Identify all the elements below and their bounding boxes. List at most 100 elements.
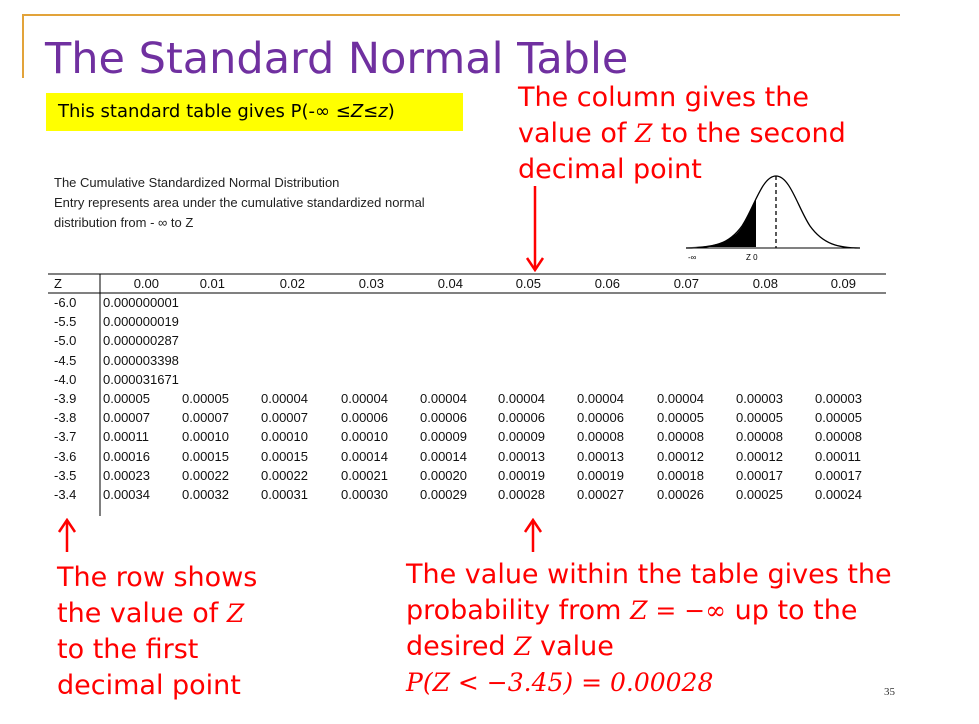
- table-cell: 0.00016: [103, 448, 150, 464]
- table-cell: 0.00004: [261, 391, 308, 406]
- table-cell: 0.00006: [498, 410, 545, 426]
- value-annotation-text-b: up to the: [726, 595, 858, 626]
- table-caption: The Cumulative Standardized Normal Distr…: [54, 172, 425, 233]
- table-cell: 0.00007: [103, 410, 150, 426]
- value-annotation-line3: desired Z value: [406, 629, 892, 665]
- value-annotation-text-c: desired: [406, 631, 515, 662]
- table-cell: 0.00034: [103, 487, 150, 502]
- bell-curve: [685, 175, 861, 249]
- table-cell: 0.00006: [341, 410, 388, 426]
- table-cell: 0.000031671: [103, 371, 179, 387]
- value-annotation-text-a: probability from: [406, 595, 631, 626]
- row-annotation-line4: decimal point: [57, 670, 241, 701]
- table-cell: 0.00015: [261, 448, 308, 464]
- value-arrow: [523, 518, 543, 552]
- highlight-prefix: This standard table gives P(-: [58, 101, 316, 122]
- table-cell: 0.00006: [420, 410, 467, 426]
- table-cell: 0.00022: [261, 467, 308, 483]
- table-cell: 0.00027: [577, 487, 624, 502]
- column-annotation-var: Z: [634, 119, 653, 148]
- table-cell: 0.00006: [577, 410, 624, 426]
- table-cell: 0.00004: [498, 391, 545, 406]
- row-annotation-line1: The row shows: [57, 562, 258, 593]
- normal-table: Z 0.00 0.01 0.02 0.03 0.04 0.05 0.06 0.07 0.08 0.0…: [48, 273, 888, 518]
- table-cell: 0.00020: [420, 467, 467, 483]
- highlight-var-z: z: [378, 101, 388, 122]
- highlight-suffix: ): [387, 101, 395, 122]
- table-cell: 0.00013: [498, 448, 545, 464]
- column-annotation-line2: value of Z to the second: [518, 116, 846, 152]
- table-cell: 0.00011: [815, 448, 862, 464]
- table-cell: 0.00013: [577, 448, 624, 464]
- table-row-z: -3.4: [54, 487, 77, 502]
- value-annotation-line2: probability from Z = −∞ up to the: [406, 593, 892, 629]
- table-cell: 0.00022: [182, 467, 229, 483]
- table-cell: 0.00019: [498, 467, 545, 483]
- table-cell: 0.00007: [261, 410, 308, 426]
- table-cell: 0.00026: [657, 487, 704, 502]
- table-corner-label: Z: [54, 276, 62, 291]
- highlight-le2: ≤: [363, 101, 379, 122]
- table-cell: 0.00005: [736, 410, 783, 426]
- table-column-header: 0.07: [673, 276, 699, 291]
- table-cell: 0.00030: [341, 487, 388, 502]
- column-annotation-text-b: to the second: [652, 118, 846, 149]
- table-row-z: -6.0: [54, 295, 77, 310]
- graphic-label-left: -∞: [688, 253, 697, 262]
- column-annotation: The column gives the value of Z to the s…: [518, 80, 846, 188]
- row-annotation-var: Z: [226, 599, 245, 628]
- table-cell: 0.00028: [498, 487, 545, 502]
- table-cell: 0.00008: [657, 429, 704, 445]
- table-cell: 0.00010: [341, 429, 388, 445]
- slide-title: The Standard Normal Table: [45, 34, 629, 84]
- highlight-infinity: ∞: [315, 101, 331, 122]
- table-cell: 0.00031: [261, 487, 308, 502]
- table-cell: 0.00017: [736, 467, 783, 483]
- table-caption-line2: Entry represents area under the cumulati…: [54, 195, 425, 210]
- highlight-box: [46, 93, 463, 131]
- table-cell: 0.00003: [815, 391, 862, 406]
- column-annotation-text: value of: [518, 118, 635, 149]
- table-row-z: -3.5: [54, 467, 77, 483]
- left-border-line: [22, 14, 24, 78]
- table-cell: 0.00019: [577, 467, 624, 483]
- table-row-z: -5.5: [54, 314, 77, 330]
- table-cell: 0.00014: [420, 448, 467, 464]
- page-number: 35: [884, 686, 895, 698]
- table-row-z: -3.8: [54, 410, 77, 426]
- table-cell: 0.00021: [341, 467, 388, 483]
- table-cell: 0.00011: [103, 429, 150, 445]
- table-caption-line1: The Cumulative Standardized Normal Distr…: [54, 175, 340, 190]
- value-annotation: The value within the table gives the pro…: [406, 557, 892, 701]
- column-arrow: [525, 186, 545, 272]
- value-annotation-math: Z = −∞: [630, 596, 727, 625]
- table-cell: 0.00009: [420, 429, 467, 445]
- table-cell: 0.00008: [815, 429, 862, 445]
- table-cell: 0.00005: [657, 410, 704, 426]
- table-row-z: -3.7: [54, 429, 77, 445]
- highlight-var-Z: Z: [350, 101, 364, 122]
- table-column-header: 0.03: [358, 276, 384, 291]
- table-cell: 0.00005: [182, 391, 229, 406]
- normal-curve-graphic: -∞ Z 0: [685, 175, 861, 262]
- table-cell: 0.00010: [261, 429, 308, 445]
- table-row-z: -3.9: [54, 391, 77, 406]
- table-cell: 0.00017: [815, 467, 862, 483]
- table-column-header: 0.09: [830, 276, 856, 291]
- table-cell: 0.000000001: [103, 295, 179, 310]
- highlight-text: This standard table gives P(-∞ ≤Z≤z): [58, 101, 395, 123]
- table-column-header: 0.06: [594, 276, 620, 291]
- highlight-le1: ≤: [330, 101, 351, 122]
- table-row-z: -3.6: [54, 448, 77, 464]
- graphic-label-right: Z 0: [746, 253, 758, 262]
- table-cell: 0.00007: [182, 410, 229, 426]
- table-cell: 0.00012: [657, 448, 704, 464]
- table-cell: 0.00008: [577, 429, 624, 445]
- table-row-z: -4.0: [54, 371, 77, 387]
- table-cell: 0.000003398: [103, 352, 179, 368]
- table-cell: 0.00004: [657, 391, 704, 406]
- table-cell: 0.00004: [577, 391, 624, 406]
- table-cell: 0.00025: [736, 487, 783, 502]
- value-annotation-var: Z: [514, 632, 532, 661]
- table-cell: 0.00009: [498, 429, 545, 445]
